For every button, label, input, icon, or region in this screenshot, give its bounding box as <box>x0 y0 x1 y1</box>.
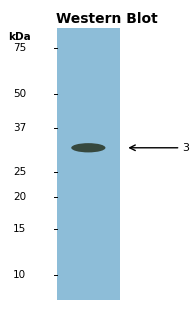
Text: 20: 20 <box>13 192 26 202</box>
Text: 10: 10 <box>13 270 26 280</box>
Text: 50: 50 <box>13 89 26 99</box>
Text: Western Blot: Western Blot <box>55 12 157 26</box>
Text: 15: 15 <box>13 224 26 234</box>
Ellipse shape <box>71 143 105 152</box>
Text: 75: 75 <box>13 44 26 53</box>
Bar <box>57 28 120 300</box>
Text: 31kDa: 31kDa <box>183 143 190 153</box>
Text: kDa: kDa <box>8 32 31 42</box>
Text: 25: 25 <box>13 167 26 177</box>
Text: 37: 37 <box>13 123 26 133</box>
